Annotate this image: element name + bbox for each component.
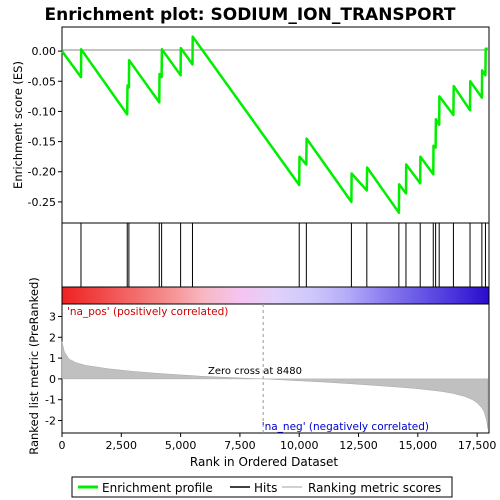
x-tick-label: 2,500 <box>106 439 138 452</box>
x-axis-ticks: 0 2,500 5,000 7,500 10,000 12,500 15,000 17,500 <box>59 433 497 452</box>
rank-y-tick-label: 2 <box>49 331 56 344</box>
es-y-tick-label: -0.05 <box>28 75 56 88</box>
pos-correlated-label: 'na_pos' (positively correlated) <box>67 306 228 318</box>
rank-y-tick-label: -1 <box>45 394 56 407</box>
es-y-tick-label: -0.15 <box>28 136 56 149</box>
legend: Enrichment profile Hits Ranking metric s… <box>71 476 453 498</box>
rank-y-tick-label: 1 <box>49 352 56 365</box>
x-tick-label: 15,000 <box>399 439 438 452</box>
x-tick-label: 7,500 <box>224 439 256 452</box>
es-y-tick-label: -0.25 <box>28 196 56 209</box>
chart-title: Enrichment plot: SODIUM_ION_TRANSPORT <box>44 5 455 25</box>
es-y-tick-label: -0.20 <box>28 166 56 179</box>
rank-heatmap-bar <box>61 286 490 305</box>
ranking-metric-area <box>61 341 489 429</box>
rank-panel: 3 2 1 0 -1 -2 'na_pos' (positively correlated… <box>27 277 490 455</box>
es-panel-frame <box>61 26 490 224</box>
neg-correlated-label: 'na_neg' (negatively correlated) <box>262 421 429 433</box>
es-y-axis-label: Enrichment score (ES) <box>11 61 25 189</box>
x-tick-label: 12,500 <box>339 439 378 452</box>
x-tick-label: 0 <box>59 439 66 452</box>
rank-y-axis-label: Ranked list metric (PreRanked) <box>27 277 41 455</box>
x-tick-label: 10,000 <box>280 439 319 452</box>
legend-frame <box>71 476 453 498</box>
hit-lines <box>80 223 486 287</box>
rank-y-tick-label: 0 <box>49 373 56 386</box>
es-panel: 0.00 -0.05 -0.10 -0.15 -0.20 -0.25 Enrichment… <box>11 26 490 224</box>
es-y-tick-label: -0.10 <box>28 105 56 118</box>
hits-panel <box>61 222 490 305</box>
enrichment-profile-line <box>60 35 488 214</box>
rank-y-tick-label: -2 <box>45 415 56 428</box>
zero-cross-label: Zero cross at 8480 <box>208 366 302 377</box>
legend-hits-label: Hits <box>254 481 277 495</box>
legend-ranking-metric-label: Ranking metric scores <box>308 481 441 495</box>
x-tick-label: 5,000 <box>165 439 197 452</box>
es-y-tick-label: 0.00 <box>32 45 57 58</box>
x-axis-label: Rank in Ordered Dataset <box>190 455 338 469</box>
x-tick-label: 17,500 <box>458 439 497 452</box>
es-y-ticks: 0.00 -0.05 -0.10 -0.15 -0.20 -0.25 <box>28 45 62 209</box>
legend-enrichment-profile-label: Enrichment profile <box>102 481 213 495</box>
rank-panel-frame <box>61 303 490 434</box>
hits-panel-frame <box>61 222 490 288</box>
rank-y-tick-label: 3 <box>49 310 56 323</box>
rank-y-ticks: 3 2 1 0 -1 -2 <box>45 310 62 428</box>
